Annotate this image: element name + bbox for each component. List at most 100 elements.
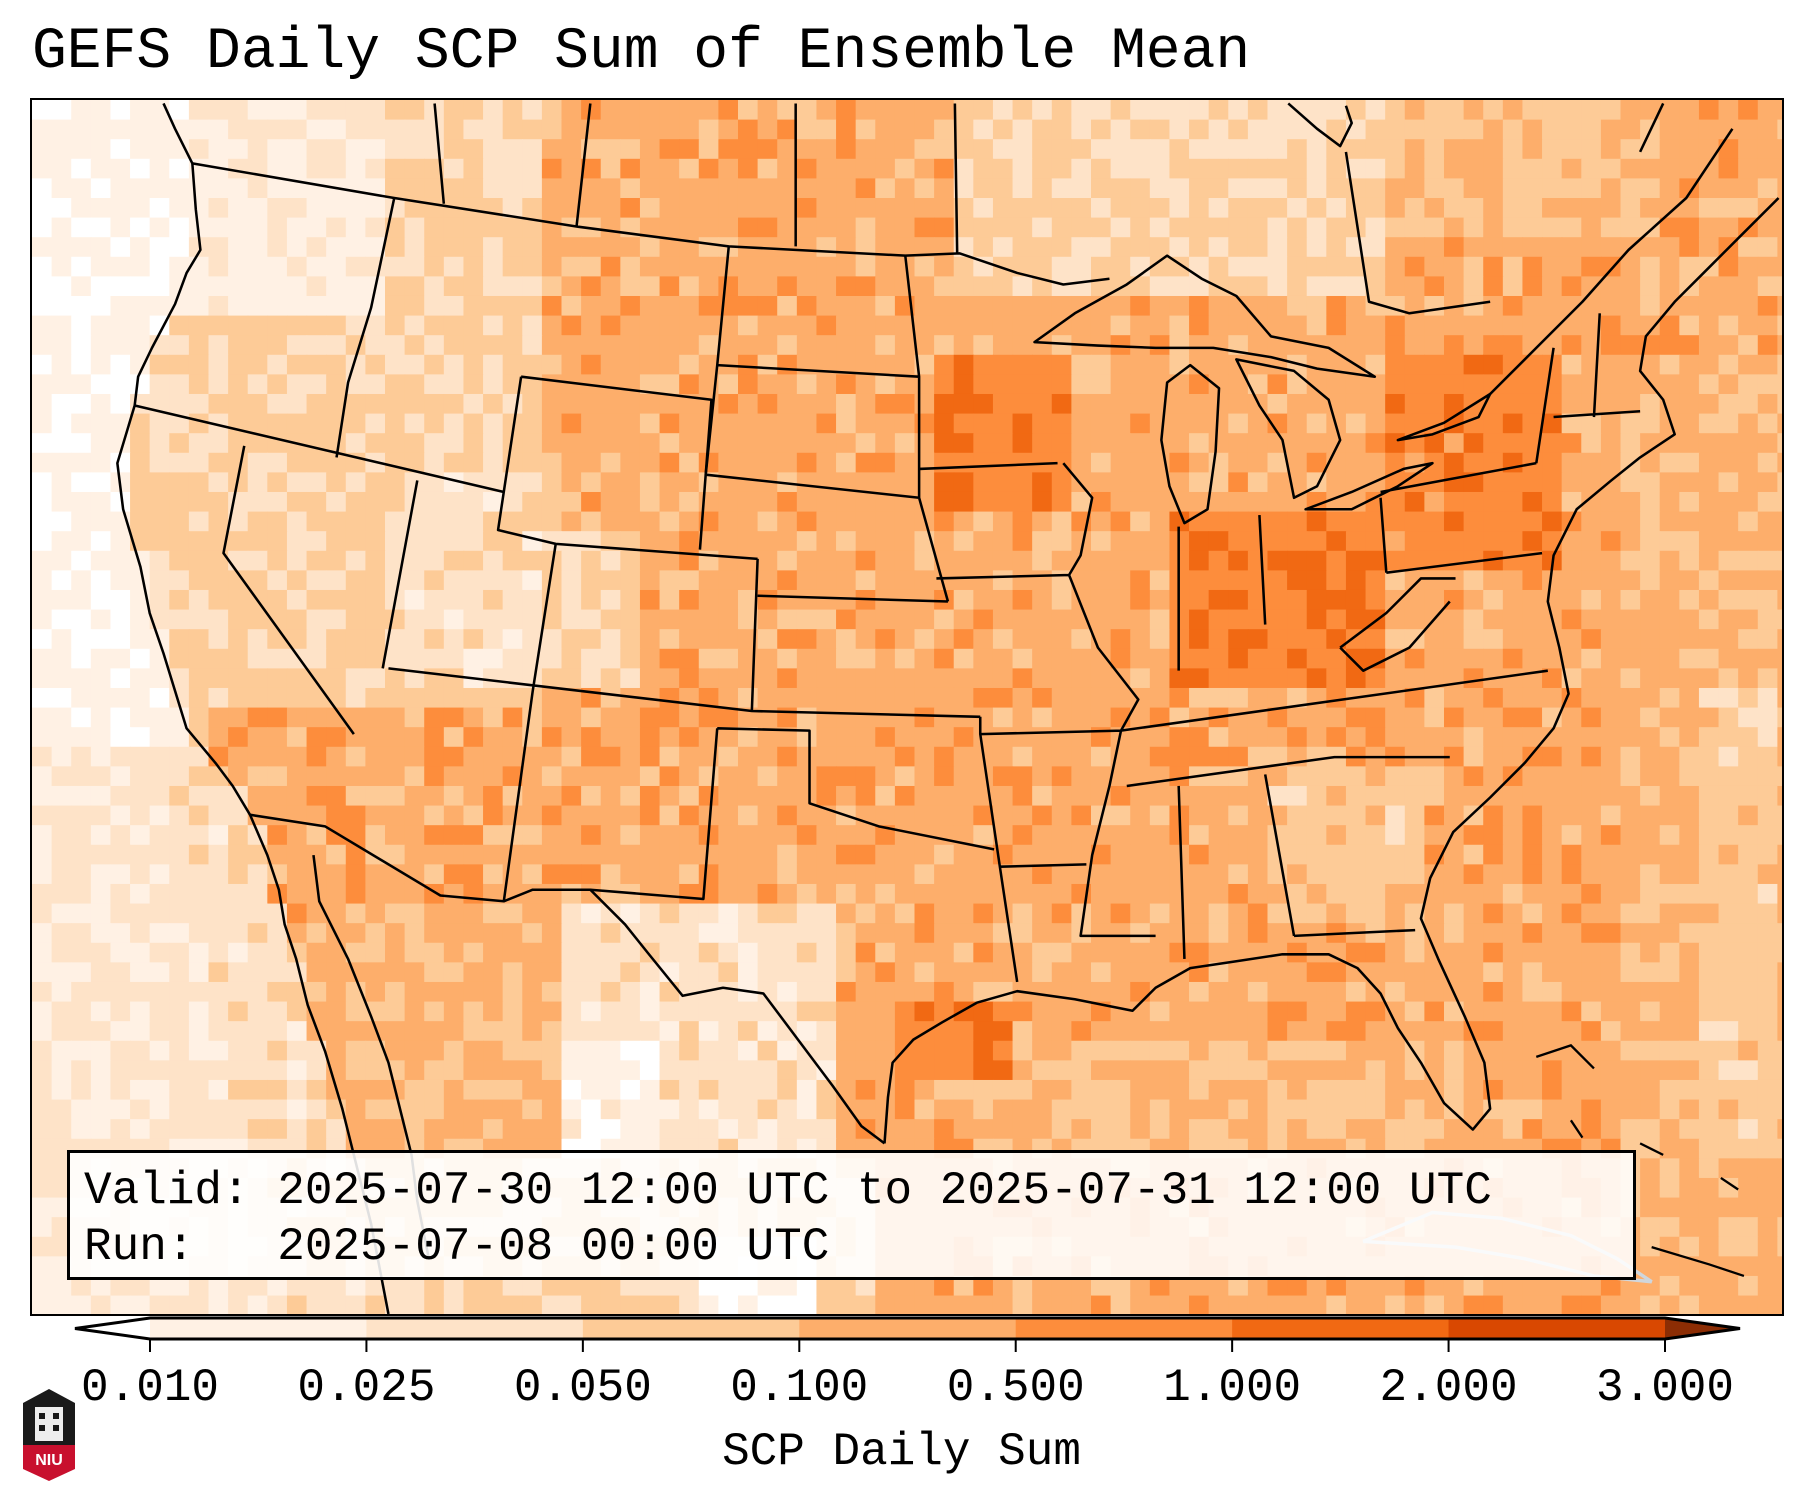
- field-cell: [404, 648, 425, 670]
- field-cell: [1169, 276, 1190, 297]
- field-cell: [1149, 589, 1171, 611]
- field-cell: [1483, 589, 1504, 611]
- field-cell: [228, 923, 249, 944]
- field-cell: [581, 276, 602, 297]
- field-cell: [1620, 589, 1641, 611]
- field-cell: [1718, 315, 1739, 336]
- field-cell: [1443, 883, 1465, 905]
- field-cell: [1561, 197, 1582, 219]
- field-cell: [1189, 374, 1210, 395]
- field-cell: [267, 707, 288, 728]
- field-cell: [267, 256, 288, 278]
- field-cell: [1424, 452, 1445, 474]
- field-cell: [1208, 374, 1229, 395]
- field-cell: [247, 452, 269, 474]
- field-cell: [1012, 472, 1033, 493]
- field-cell: [228, 511, 249, 532]
- field-cell: [130, 668, 151, 689]
- field-cell: [208, 276, 229, 297]
- field-cell: [600, 687, 622, 709]
- field-cell: [1287, 256, 1308, 278]
- field-cell: [1581, 100, 1602, 121]
- field-cell: [737, 1099, 759, 1120]
- field-cell: [679, 1060, 700, 1081]
- field-cell: [1502, 629, 1524, 650]
- field-cell: [737, 413, 759, 434]
- field-cell: [620, 687, 641, 709]
- field-cell: [1502, 903, 1524, 924]
- field-cell: [718, 393, 739, 415]
- field-cell: [149, 942, 170, 964]
- field-cell: [110, 178, 131, 199]
- field-cell: [679, 668, 700, 689]
- field-cell: [1757, 374, 1779, 395]
- field-cell: [1424, 511, 1445, 532]
- field-cell: [1443, 100, 1465, 121]
- field-cell: [1149, 315, 1171, 336]
- field-cell: [1032, 1079, 1053, 1101]
- field-cell: [1208, 1021, 1229, 1042]
- field-cell: [698, 1040, 720, 1062]
- field-cell: [1306, 315, 1328, 336]
- field-cell: [424, 707, 445, 728]
- field-cell: [51, 433, 72, 454]
- field-cell: [1542, 511, 1563, 532]
- field-cell: [326, 668, 347, 689]
- field-cell: [1228, 491, 1249, 513]
- field-cell: [443, 335, 465, 356]
- field-cell: [1738, 256, 1759, 278]
- field-cell: [522, 550, 543, 572]
- field-cell: [953, 746, 975, 768]
- field-cell: [463, 844, 484, 866]
- field-cell: [953, 864, 975, 885]
- field-cell: [953, 119, 975, 140]
- field-cell: [836, 687, 857, 709]
- field-cell: [718, 766, 739, 787]
- field-cell: [1228, 1119, 1249, 1140]
- field-cell: [737, 903, 759, 924]
- field-cell: [483, 1119, 504, 1140]
- field-cell: [1483, 629, 1504, 650]
- field-cell: [522, 903, 543, 924]
- field-cell: [581, 629, 602, 650]
- field-cell: [1130, 511, 1151, 532]
- field-cell: [718, 981, 739, 1003]
- field-cell: [130, 100, 151, 121]
- field-cell: [1032, 629, 1053, 650]
- field-cell: [1345, 727, 1367, 748]
- field-cell: [914, 903, 935, 924]
- field-cell: [1149, 923, 1171, 944]
- field-cell: [1169, 844, 1190, 866]
- field-cell: [777, 276, 798, 297]
- field-cell: [875, 237, 896, 258]
- field-cell: [541, 883, 563, 905]
- field-cell: [1149, 727, 1171, 748]
- field-cell: [1208, 139, 1229, 160]
- field-cell: [541, 354, 563, 376]
- field-cell: [1110, 237, 1131, 258]
- field-cell: [286, 374, 308, 395]
- field-cell: [424, 942, 445, 964]
- field-cell: [1247, 276, 1269, 297]
- field-cell: [855, 374, 876, 395]
- field-cell: [836, 100, 857, 121]
- field-cell: [306, 609, 327, 630]
- field-cell: [345, 844, 367, 866]
- field-cell: [404, 276, 425, 297]
- field-cell: [659, 354, 680, 376]
- field-cell: [1463, 825, 1484, 846]
- field-cell: [188, 550, 210, 572]
- field-cell: [1169, 452, 1190, 474]
- field-cell: [110, 727, 131, 748]
- field-cell: [914, 570, 935, 591]
- field-cell: [483, 707, 504, 728]
- field-cell: [1679, 393, 1700, 415]
- field-cell: [1483, 766, 1504, 787]
- field-cell: [1522, 1021, 1543, 1042]
- field-cell: [1718, 452, 1739, 474]
- field-cell: [581, 237, 602, 258]
- field-cell: [1345, 1040, 1367, 1062]
- field-cell: [306, 844, 327, 866]
- field-cell: [1581, 609, 1602, 630]
- field-cell: [992, 746, 1014, 768]
